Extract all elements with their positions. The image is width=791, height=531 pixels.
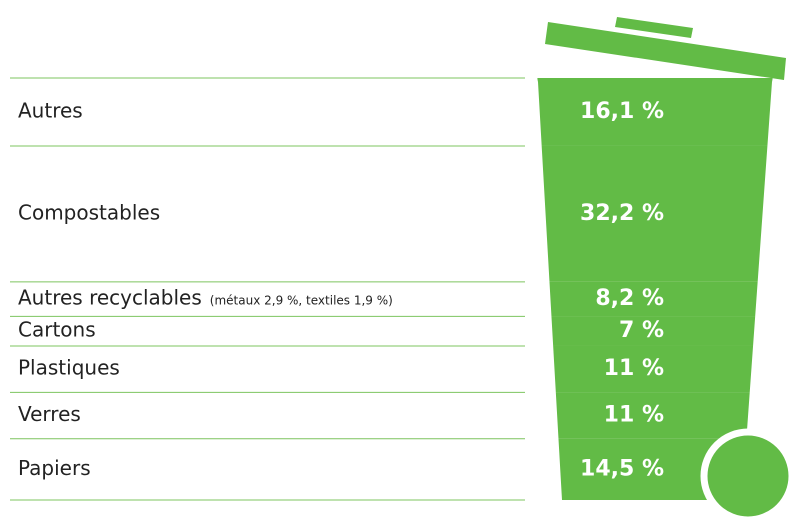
bin-segment	[537, 145, 773, 282]
category-label: Verres	[18, 402, 81, 426]
bin-segment	[537, 316, 773, 346]
category-label: Cartons	[18, 318, 96, 342]
bin-segment	[537, 345, 773, 393]
category-label: Autres recyclables	[18, 286, 202, 310]
category-label: Compostables	[18, 200, 160, 224]
value-label: 16,1 %	[580, 99, 664, 124]
bin-lid	[545, 17, 786, 80]
category-label: Plastiques	[18, 356, 120, 380]
bin-segment	[537, 281, 773, 317]
category-label: Papiers	[18, 456, 91, 480]
category-label: Autres	[18, 98, 83, 122]
value-label: 7 %	[619, 318, 664, 343]
value-label: 32,2 %	[580, 201, 664, 226]
value-label: 8,2 %	[595, 286, 664, 311]
value-label: 11 %	[604, 356, 664, 381]
category-note: (métaux 2,9 %, textiles 1,9 %)	[210, 294, 393, 308]
bin-wheel	[700, 428, 791, 524]
value-label: 14,5 %	[580, 456, 664, 481]
value-label: 11 %	[604, 403, 664, 428]
bin-segment	[537, 78, 773, 146]
